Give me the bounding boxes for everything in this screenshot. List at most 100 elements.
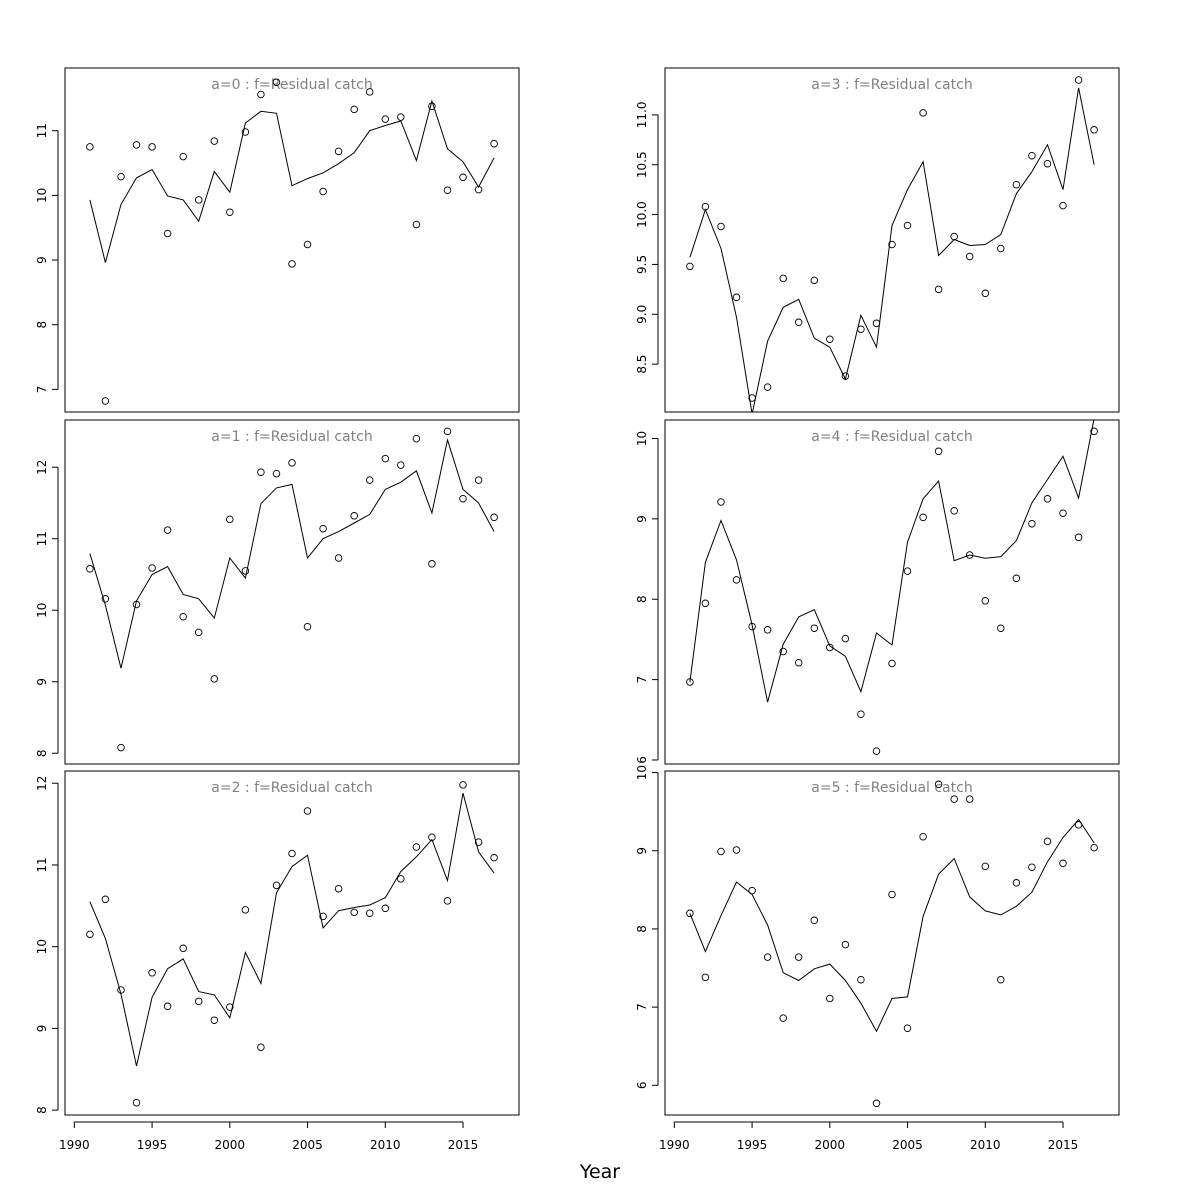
data-point: [1059, 859, 1067, 868]
data-point: [919, 513, 927, 522]
fitted-line: [689, 818, 1095, 1033]
x-tick-label: 2010: [370, 1138, 401, 1152]
data-point: [257, 90, 265, 99]
data-point: [210, 1016, 219, 1024]
data-point: [717, 498, 725, 506]
panel-title: a=3 : f=Residual catch: [811, 77, 972, 93]
data-layer: [86, 427, 498, 752]
fitted-line: [89, 438, 495, 669]
data-point: [701, 973, 710, 982]
panel-title: a=4 : f=Residual catch: [811, 429, 972, 445]
data-point: [86, 930, 94, 939]
data-layer: [686, 76, 1098, 412]
x-tick-label: 1995: [137, 1138, 168, 1152]
data-point: [226, 208, 234, 216]
data-point: [763, 953, 772, 961]
y-tick-label: 9: [35, 1025, 49, 1033]
plot-frame: [664, 419, 1120, 765]
data-point: [179, 612, 187, 621]
y-tick-label: 7: [35, 386, 49, 394]
data-point: [443, 186, 452, 194]
data-point: [132, 141, 141, 149]
data-point: [319, 524, 327, 533]
x-tick-label: 2005: [892, 1138, 923, 1152]
y-tick-label: 8: [35, 749, 49, 757]
data-point: [163, 229, 172, 238]
data-point: [934, 447, 943, 456]
data-point: [732, 576, 741, 584]
y-tick-label: 11: [35, 531, 49, 546]
data-layer: [86, 78, 498, 405]
data-point: [303, 622, 312, 631]
data-point: [686, 262, 694, 271]
data-point: [717, 222, 725, 231]
plot-frame: [64, 419, 520, 765]
y-tick-label: 8: [35, 1106, 49, 1114]
data-point: [888, 890, 896, 899]
data-point: [474, 476, 483, 484]
data-point: [997, 975, 1005, 984]
panel-title: a=5 : f=Residual catch: [811, 780, 972, 796]
y-tick-label: 7: [635, 676, 649, 684]
data-point: [459, 494, 467, 503]
data-point: [272, 469, 281, 478]
data-point: [194, 997, 203, 1006]
data-point: [1028, 151, 1036, 160]
data-point: [1012, 574, 1021, 583]
data-point: [117, 172, 125, 181]
data-point: [841, 940, 850, 949]
x-tick-label: 1990: [59, 1138, 90, 1152]
data-point: [319, 187, 327, 196]
data-point: [381, 115, 390, 123]
data-point: [810, 624, 819, 632]
plot-frame: [64, 770, 520, 1116]
data-point: [194, 628, 203, 637]
data-point: [179, 944, 187, 953]
data-point: [732, 846, 741, 854]
x-tick-label: 2000: [215, 1138, 246, 1152]
data-point: [319, 912, 327, 921]
data-point: [717, 847, 725, 856]
plot-frame: [664, 770, 1120, 1116]
data-point: [381, 454, 390, 463]
y-tick-label: 9.5: [635, 255, 649, 274]
y-tick-label: 9: [635, 847, 649, 855]
data-point: [1074, 533, 1083, 542]
data-point: [1090, 427, 1098, 436]
data-point: [101, 595, 110, 603]
data-point: [794, 658, 803, 667]
data-point: [919, 832, 927, 841]
data-point: [459, 781, 467, 789]
data-layer: [86, 781, 498, 1107]
data-point: [903, 567, 912, 575]
x-tick-label: 2010: [970, 1138, 1001, 1152]
data-point: [903, 1024, 912, 1032]
y-tick-label: 6: [635, 756, 649, 764]
data-point: [903, 221, 912, 230]
data-layer: [686, 780, 1098, 1108]
fitted-line: [689, 420, 1095, 703]
data-point: [412, 843, 421, 851]
data-point: [272, 78, 281, 86]
data-point: [381, 904, 390, 913]
data-point: [397, 875, 405, 883]
data-point: [241, 906, 250, 914]
data-point: [981, 597, 990, 605]
x-axis-label: Year: [579, 1161, 620, 1183]
data-point: [1028, 863, 1036, 871]
data-point: [810, 276, 819, 285]
data-point: [997, 624, 1005, 632]
y-tick-label: 8: [635, 595, 649, 603]
data-point: [226, 1003, 234, 1011]
data-point: [397, 113, 405, 121]
fitted-line: [89, 99, 495, 263]
panel-3: a=3 : f=Residual catch 8.5 9.0 9.5 10.0 10.5 1…: [635, 67, 1120, 413]
panel-title: a=2 : f=Residual catch: [211, 780, 372, 796]
fitted-line: [89, 792, 495, 1067]
y-tick-label: 10.0: [635, 201, 649, 228]
data-point: [779, 274, 787, 283]
data-point: [210, 675, 219, 683]
panel-4: a=4 : f=Residual catch 6 7 8 9 10: [635, 419, 1120, 765]
data-point: [1059, 201, 1067, 210]
